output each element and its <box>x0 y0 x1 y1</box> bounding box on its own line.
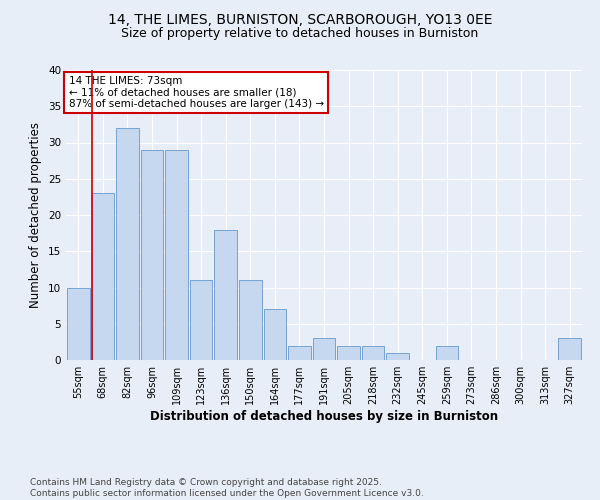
Bar <box>239 280 262 360</box>
Bar <box>140 150 163 360</box>
Bar <box>165 150 188 360</box>
Bar <box>559 338 581 360</box>
Bar <box>313 338 335 360</box>
Bar <box>67 288 89 360</box>
Bar <box>337 346 360 360</box>
Bar <box>92 193 114 360</box>
Y-axis label: Number of detached properties: Number of detached properties <box>29 122 43 308</box>
X-axis label: Distribution of detached houses by size in Burniston: Distribution of detached houses by size … <box>150 410 498 423</box>
Bar <box>263 309 286 360</box>
Text: Contains HM Land Registry data © Crown copyright and database right 2025.
Contai: Contains HM Land Registry data © Crown c… <box>30 478 424 498</box>
Bar <box>436 346 458 360</box>
Bar <box>288 346 311 360</box>
Bar <box>386 353 409 360</box>
Text: Size of property relative to detached houses in Burniston: Size of property relative to detached ho… <box>121 28 479 40</box>
Bar <box>116 128 139 360</box>
Bar <box>214 230 237 360</box>
Bar <box>362 346 385 360</box>
Bar <box>190 280 212 360</box>
Text: 14, THE LIMES, BURNISTON, SCARBOROUGH, YO13 0EE: 14, THE LIMES, BURNISTON, SCARBOROUGH, Y… <box>108 12 492 26</box>
Text: 14 THE LIMES: 73sqm
← 11% of detached houses are smaller (18)
87% of semi-detach: 14 THE LIMES: 73sqm ← 11% of detached ho… <box>68 76 324 109</box>
